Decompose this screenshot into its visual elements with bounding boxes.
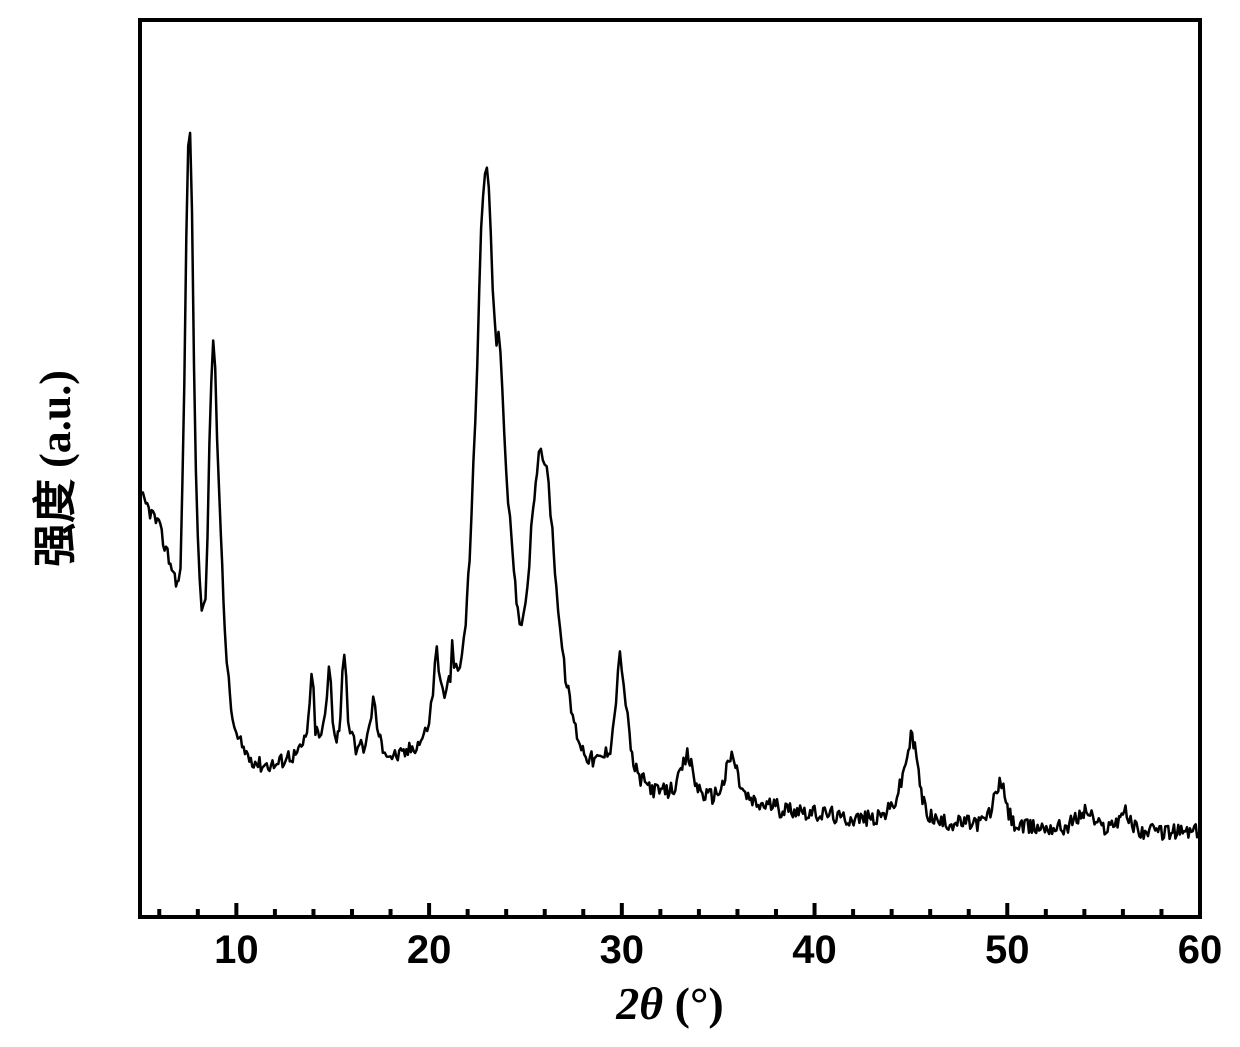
x-axis-label: 2θ (°) — [615, 978, 723, 1029]
svg-text:20: 20 — [407, 928, 452, 972]
svg-text:40: 40 — [792, 928, 837, 972]
y-axis-label: 强度 (a.u.) — [31, 370, 80, 567]
svg-text:60: 60 — [1178, 928, 1223, 972]
svg-text:10: 10 — [214, 928, 259, 972]
svg-text:30: 30 — [600, 928, 645, 972]
svg-text:50: 50 — [985, 928, 1030, 972]
xrd-chart: 10 20 30 40 50 60 2θ (°) 强度 (a.u.) — [0, 0, 1240, 1047]
chart-svg: 10 20 30 40 50 60 2θ (°) 强度 (a.u.) — [0, 0, 1240, 1047]
